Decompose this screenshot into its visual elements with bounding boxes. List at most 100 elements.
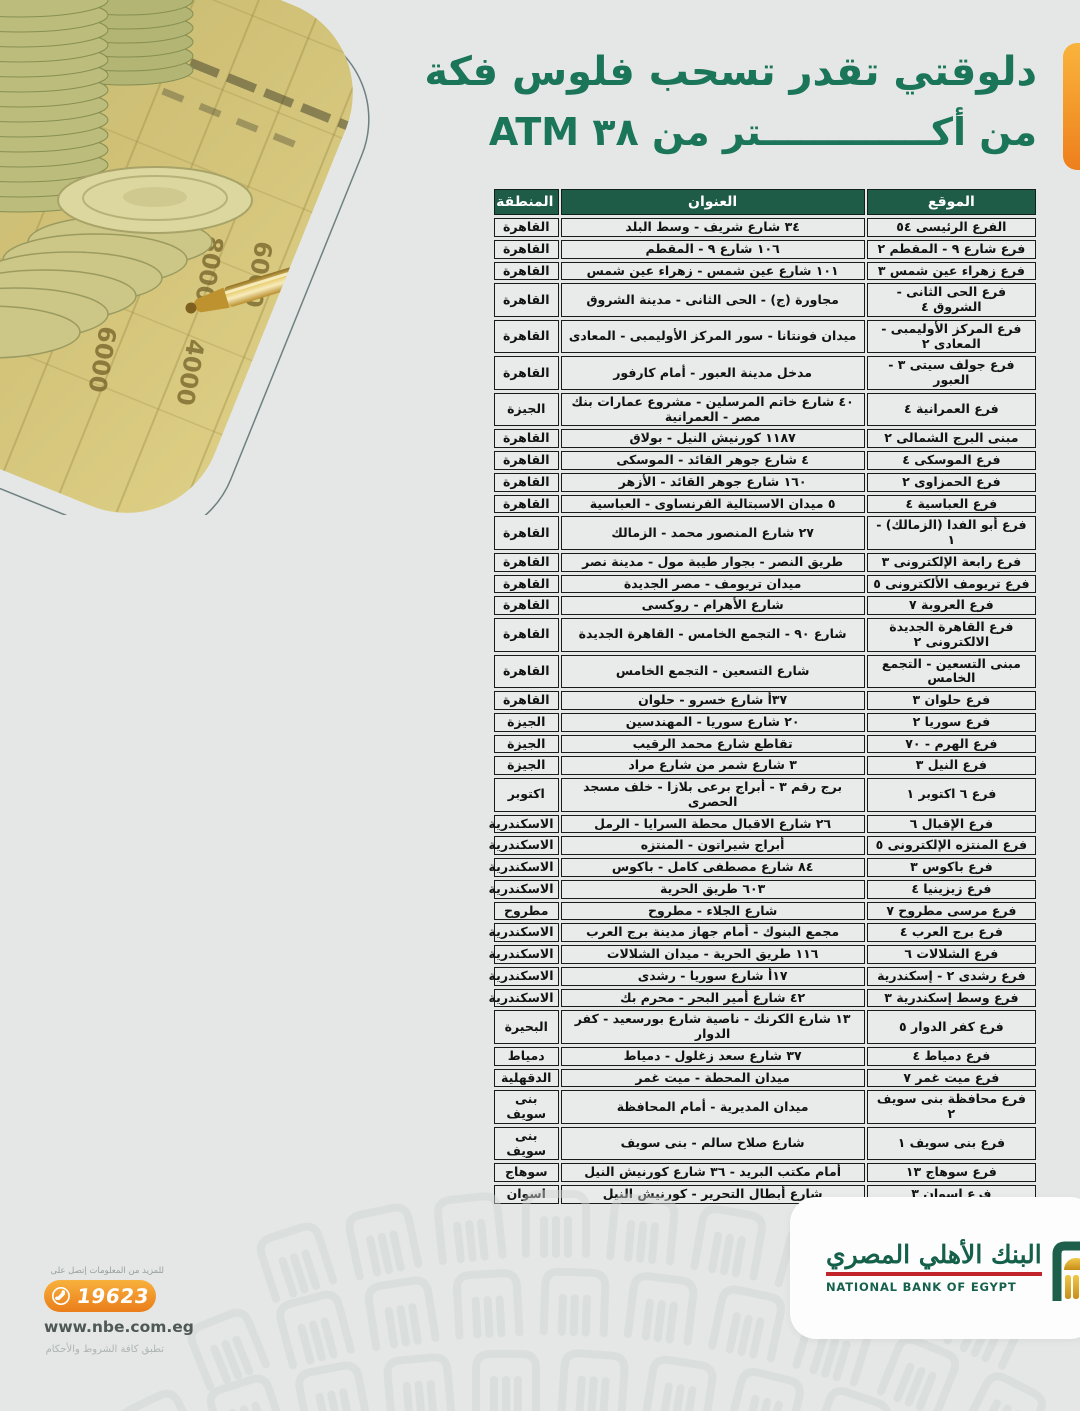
title-line-2: من أكـــــــــــــتر من ٣٨ ATM	[488, 110, 1037, 154]
cell-region: الجيزة	[494, 712, 559, 732]
cell-address: برج رقم ٣ - أبراج برعى بلازا - خلف مسجد …	[560, 778, 865, 812]
cell-region: اكتوبر	[494, 778, 559, 812]
cell-location: فرع جولف سيتى ٣ - العبور	[866, 356, 1036, 390]
table-header-row: الموقع العنوان المنطقة	[494, 189, 1036, 215]
cell-location: فرع شارع ٩ - المقطم ٢	[866, 239, 1036, 259]
cell-address: شارع التسعين - التجمع الخامس	[560, 654, 865, 688]
cell-location: مبنى التسعين - التجمع الخامس	[866, 654, 1036, 688]
table-row: فرع بنى سويف ١ شارع صلاح سالم - بنى سويف ب…	[494, 1126, 1036, 1161]
table-row: فرع الحى الثانى - الشروق ٤ مجاورة (ج) - ا…	[494, 283, 1036, 317]
table-row: فرع محافظة بنى سويف ٢ ميدان المديرية - أم…	[494, 1090, 1036, 1124]
cell-region: الاسكندرية	[489, 966, 559, 986]
table-row: فرع العروبة ٧ شارع الأهرام - روكسى القاهرة	[494, 596, 1036, 615]
cell-location: فرع باكوس ٣	[866, 858, 1036, 877]
cell-location: فرع الحمزاوى ٢	[866, 472, 1036, 492]
atm-table-body: الفرع الرئيسى ٥٤ ٣٤ شارع شريف - وسط البلد…	[489, 218, 1036, 1204]
table-row: فرع زيزينيا ٤ ٦٠٣ طريق الحرية الاسكندرية	[489, 879, 1036, 899]
table-row: فرع برج العرب ٤ مجمع البنوك - أمام جهاز م…	[489, 923, 1036, 942]
cell-region: القاهرة	[494, 261, 559, 281]
table-row: فرع رشدى ٢ - إسكندرية ١٧أ شارع سوريا - رش…	[489, 966, 1036, 986]
cell-region: القاهرة	[494, 552, 559, 572]
cell-location: فرع محافظة بنى سويف ٢	[866, 1090, 1036, 1124]
coins-photo: 8000 6000 6000 4000	[0, 0, 382, 515]
cell-address: ٢٠ شارع سوريا - المهندسين	[560, 712, 865, 732]
cell-address: أمام مكتب البريد - ٣٦ شارع كورنيش النيل	[560, 1163, 865, 1182]
cell-location: فرع العروبة ٧	[866, 596, 1036, 615]
cell-address: ١٧أ شارع سوريا - رشدى	[560, 966, 865, 986]
cell-location: فرع دمياط ٤	[866, 1046, 1036, 1066]
cell-region: بنى سويف	[494, 1090, 559, 1124]
table-row: فرع ميت غمر ٧ ميدان المحطة - ميت غمر الدقه…	[494, 1068, 1036, 1088]
phone-button[interactable]: 19623	[44, 1280, 156, 1312]
phone-icon	[51, 1287, 70, 1305]
cell-address: شارع صلاح سالم - بنى سويف	[560, 1126, 865, 1161]
page-title: دلوقتي تقدر تسحب فلوس فكة من أكـــــــــ…	[424, 50, 1037, 154]
title-line-1: دلوقتي تقدر تسحب فلوس فكة	[424, 49, 1037, 95]
cell-location: فرع بنى سويف ١	[866, 1126, 1036, 1161]
cell-location: فرع ٦ اكتوبر ١	[866, 778, 1036, 812]
header-location: الموقع	[866, 189, 1036, 215]
cell-region: القاهرة	[494, 429, 559, 448]
cell-location: فرع زيزينيا ٤	[866, 879, 1036, 899]
cell-location: فرع النيل ٣	[866, 756, 1036, 775]
cell-address: ٣٧ شارع سعد زغلول - دمياط	[560, 1046, 865, 1066]
table-row: فرع ٦ اكتوبر ١ برج رقم ٣ - أبراج برعى بلا…	[494, 778, 1036, 812]
cell-location: فرع الشلالات ٦	[866, 945, 1036, 964]
cell-region: القاهرة	[494, 283, 559, 317]
cell-address: ٢٦ شارع الاقبال محطة السرايا - الرمل	[560, 814, 865, 834]
cell-location: فرع العباسية ٤	[866, 494, 1036, 514]
cell-region: القاهرة	[494, 494, 559, 514]
cell-region: القاهرة	[494, 516, 559, 550]
cell-region: الدقهلية	[494, 1068, 559, 1088]
cell-region: الجيزة	[494, 392, 559, 427]
cell-location: فرع كفر الدوار ٥	[866, 1010, 1036, 1044]
atm-locations-table: الموقع العنوان المنطقة الفرع الرئيسى ٥٤ ٣…	[489, 186, 1038, 1207]
cell-address: ١٦٠ شارع جوهر القائد - الأزهر	[560, 472, 865, 492]
cell-region: الاسكندرية	[489, 988, 559, 1008]
cell-address: ميدان المحطة - ميت غمر	[560, 1068, 865, 1088]
cell-address: ٣٧أ شارع خسرو - حلوان	[560, 691, 865, 710]
table-row: فرع أبو الفدا (الزمالك) - ١ ٢٧ شارع المنص…	[494, 516, 1036, 550]
table-row: فرع جولف سيتى ٣ - العبور مدخل مدينة العبو…	[494, 356, 1036, 390]
cell-address: مدخل مدينة العبور - أمام كارفور	[560, 356, 865, 390]
cell-location: مبنى البرج الشمالى ٢	[866, 429, 1036, 448]
cell-address: ٤ شارع جوهر القائد - الموسكى	[560, 451, 865, 470]
website-link[interactable]: www.nbe.com.eg	[44, 1318, 194, 1336]
cell-address: ١٠٦ شارع ٩ - المقطم	[560, 239, 865, 259]
cell-address: ٥ ميدان الاسبتالية الفرنساوى - العباسية	[560, 494, 865, 514]
cell-region: القاهرة	[494, 618, 559, 652]
cell-address: طريق النصر - بجوار طيبة مول - مدينة نصر	[560, 552, 865, 572]
cell-address: ميدان المديرية - أمام المحافظة	[560, 1090, 865, 1124]
cell-location: فرع العمرانية ٤	[866, 392, 1036, 427]
table-row: فرع القاهرة الجديدة الالكترونى ٢ شارع ٩٠ …	[494, 618, 1036, 652]
table-row: فرع الشلالات ٦ ١١٦ طريق الحرية - ميدان ال…	[489, 945, 1036, 964]
table-row: فرع سوريا ٢ ٢٠ شارع سوريا - المهندسين الجي…	[494, 712, 1036, 732]
cell-region: بنى سويف	[494, 1126, 559, 1161]
cell-region: الاسكندرية	[489, 923, 559, 942]
cell-region: القاهرة	[494, 319, 559, 354]
cell-location: فرع سوهاج ١٣	[866, 1163, 1036, 1182]
cell-region: الاسكندرية	[489, 945, 559, 964]
cell-address: مجاورة (ج) - الحى الثانى - مدينة الشروق	[560, 283, 865, 317]
cell-address: ٣٤ شارع شريف - وسط البلد	[560, 218, 865, 237]
cell-address: مجمع البنوك - أمام جهاز مدينة برج العرب	[560, 923, 865, 942]
cell-region: القاهرة	[494, 239, 559, 259]
cell-location: الفرع الرئيسى ٥٤	[866, 218, 1036, 237]
cell-address: ٤٢ شارع أمير البحر - محرم بك	[560, 988, 865, 1008]
table-row: فرع حلوان ٣ ٣٧أ شارع خسرو - حلوان القاهرة	[494, 691, 1036, 710]
contact-info-label: للمزيد من المعلومات إتصل على	[50, 1266, 165, 1276]
cell-location: فرع المنتزه الإلكترونى ٥	[866, 836, 1036, 855]
cell-region: الجيزة	[494, 734, 559, 754]
cell-address: ١٣ شارع الكرنك - ناصية شارع بورسعيد - كف…	[560, 1010, 865, 1044]
cell-address: ٨٤ شارع مصطفى كامل - باكوس	[560, 858, 865, 877]
contact-block: للمزيد من المعلومات إتصل على 19623 www.n…	[44, 1266, 194, 1355]
cell-location: فرع الحى الثانى - الشروق ٤	[866, 283, 1036, 317]
table-row: فرع الإقبال ٦ ٢٦ شارع الاقبال محطة السراي…	[489, 814, 1036, 834]
cell-address: شارع الجلاء - مطروح	[560, 901, 865, 921]
table-row: فرع المركز الأوليمبى - المعادى ٢ ميدان فو…	[494, 319, 1036, 354]
table-row: فرع سوهاج ١٣ أمام مكتب البريد - ٣٦ شارع ك…	[494, 1163, 1036, 1182]
bank-name-arabic: البنك الأهلي المصري	[826, 1240, 1042, 1269]
cell-address: ٢٧ شارع المنصور محمد - الزمالك	[560, 516, 865, 550]
